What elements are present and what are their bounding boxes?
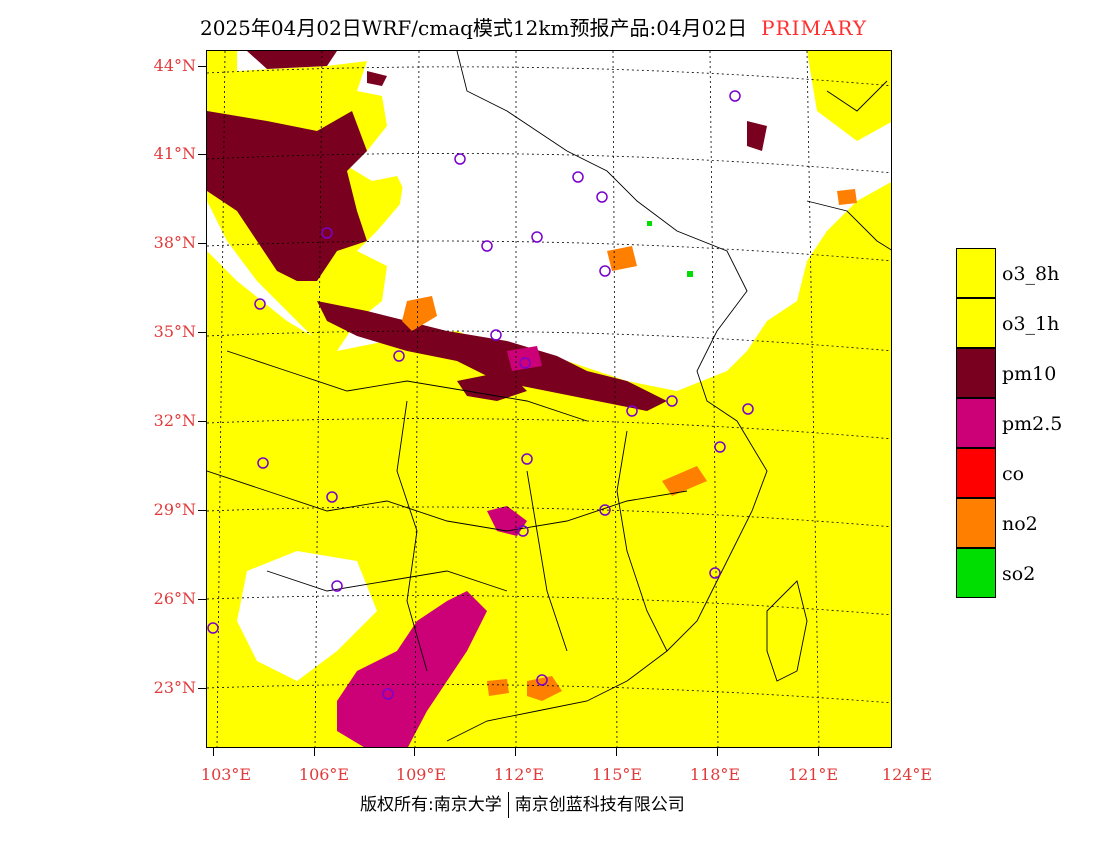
tick-mark <box>198 332 206 333</box>
lat-label-44: 44°N <box>153 56 196 75</box>
legend-swatch <box>956 398 996 448</box>
lat-label-32: 32°N <box>153 411 196 430</box>
tick-mark <box>198 688 206 689</box>
lon-label-103: 103°E <box>200 765 252 784</box>
lat-label-35: 35°N <box>153 322 196 341</box>
legend-swatch <box>956 498 996 548</box>
tick-mark <box>198 66 206 67</box>
lon-label-109: 109°E <box>395 765 447 784</box>
footer-divider <box>507 792 509 818</box>
legend-label: o3_1h <box>1002 313 1060 335</box>
legend-swatch <box>956 298 996 348</box>
tick-mark <box>616 748 617 756</box>
tick-mark <box>198 421 206 422</box>
legend-label: no2 <box>1002 513 1038 535</box>
pollutant-map <box>206 50 892 748</box>
lon-label-106: 106°E <box>298 765 350 784</box>
lat-label-41: 41°N <box>153 144 196 163</box>
legend-label: o3_8h <box>1002 263 1060 285</box>
primary-label: PRIMARY <box>761 16 868 40</box>
map-title: 2025年04月02日WRF/cmaq模式12km预报产品:04月02日 PRIM… <box>200 12 867 41</box>
tick-mark <box>515 748 516 756</box>
no2-region <box>402 189 857 701</box>
lat-label-38: 38°N <box>153 233 196 252</box>
legend-label: so2 <box>1002 563 1036 585</box>
lon-label-115: 115°E <box>591 765 643 784</box>
copyright-footer: 版权所有:南京大学 南京创蓝科技有限公司 <box>360 790 685 818</box>
title-text: 2025年04月02日WRF/cmaq模式12km预报产品:04月02日 <box>200 16 748 40</box>
legend-label: pm10 <box>1002 363 1057 385</box>
legend-swatch <box>956 248 996 298</box>
tick-mark <box>314 748 315 756</box>
tick-mark <box>818 748 819 756</box>
tick-mark <box>717 748 718 756</box>
map-canvas <box>207 51 891 747</box>
tick-mark <box>414 748 415 756</box>
legend-label: pm2.5 <box>1002 413 1063 435</box>
tick-mark <box>213 748 214 756</box>
legend-swatch <box>956 448 996 498</box>
lat-label-23: 23°N <box>153 678 196 697</box>
lat-label-29: 29°N <box>153 500 196 519</box>
tick-mark <box>198 243 206 244</box>
so2-region <box>647 221 693 277</box>
city-markers <box>207 90 754 700</box>
legend-swatch <box>956 548 996 598</box>
lat-label-26: 26°N <box>153 589 196 608</box>
boundaries <box>207 51 891 742</box>
tick-mark <box>198 599 206 600</box>
copyright-owner-1: 版权所有:南京大学 <box>360 795 502 815</box>
copyright-owner-2: 南京创蓝科技有限公司 <box>514 795 685 815</box>
lon-label-124: 124°E <box>881 765 933 784</box>
lon-label-121: 121°E <box>787 765 839 784</box>
legend-label: co <box>1002 463 1025 485</box>
legend-swatch <box>956 348 996 398</box>
lon-label-118: 118°E <box>689 765 741 784</box>
lon-label-112: 112°E <box>493 765 545 784</box>
tick-mark <box>198 510 206 511</box>
tick-mark <box>198 154 206 155</box>
